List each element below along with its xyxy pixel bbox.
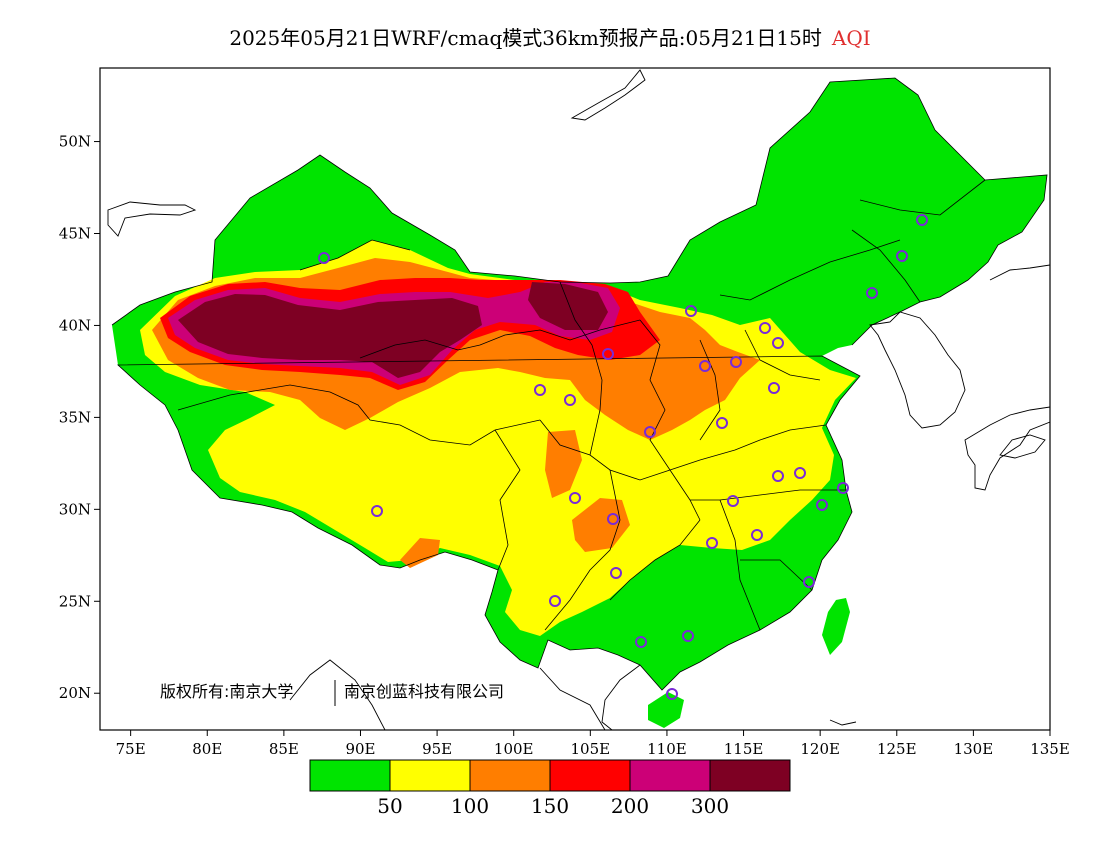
- station-marker: [866, 287, 878, 299]
- aqi-zone-hazardous-west: [178, 294, 482, 378]
- legend-swatch: [469, 759, 551, 792]
- lon-tick-label: 80E: [192, 740, 222, 758]
- station-marker: [685, 305, 697, 317]
- station-marker: [772, 337, 784, 349]
- lat-tick-label: 35N: [59, 408, 91, 426]
- station-marker: [916, 214, 928, 226]
- station-marker: [602, 348, 614, 360]
- station-marker: [759, 322, 771, 334]
- station-marker: [318, 252, 330, 264]
- station-marker: [816, 499, 828, 511]
- station-marker: [607, 513, 619, 525]
- lon-tick-label: 130E: [954, 740, 994, 758]
- title-main: 2025年05月21日WRF/cmaq模式36km预报产品:05月21日15时: [229, 26, 822, 50]
- copyright-company: 南京创蓝科技有限公司: [344, 682, 504, 701]
- station-marker: [569, 492, 581, 504]
- legend-swatch: [709, 759, 791, 792]
- aqi-zone-hainan: [648, 692, 684, 728]
- lon-tick-label: 120E: [800, 740, 840, 758]
- aqi-zone-usg-south: [400, 538, 440, 568]
- lat-tick-label: 45N: [59, 225, 91, 243]
- foreign-coastlines: [107, 69, 1050, 730]
- station-marker: [730, 356, 742, 368]
- station-marker: [772, 470, 784, 482]
- station-marker: [564, 394, 576, 406]
- legend-label: 50: [377, 794, 402, 818]
- station-marker: [610, 567, 622, 579]
- legend-label: 100: [451, 794, 489, 818]
- lon-tick-label: 75E: [116, 740, 146, 758]
- lon-tick-label: 135E: [1030, 740, 1070, 758]
- station-markers: [318, 214, 928, 700]
- station-marker: [727, 495, 739, 507]
- aqi-zone-usg-sichuan: [545, 430, 582, 498]
- lon-tick-label: 100E: [494, 740, 534, 758]
- station-marker: [716, 417, 728, 429]
- aqi-zone-usg-chongqing: [572, 498, 630, 552]
- legend-label: 200: [611, 794, 649, 818]
- station-marker: [699, 360, 711, 372]
- legend-swatch: [389, 759, 471, 792]
- title-variable: AQI: [831, 26, 871, 50]
- aqi-zone-hazardous-east: [528, 282, 608, 330]
- latitude-axis: 50N 45N 40N 35N 30N 25N 20N: [59, 133, 100, 702]
- aqi-legend: 50 100 150 200 300: [309, 759, 791, 818]
- station-marker: [682, 630, 694, 642]
- station-marker: [534, 384, 546, 396]
- station-marker: [666, 688, 678, 700]
- lat-tick-label: 40N: [59, 316, 91, 334]
- lat-tick-label: 50N: [59, 133, 91, 151]
- station-marker: [837, 482, 849, 494]
- province-borders: [111, 77, 1048, 691]
- copyright-owner: 版权所有:南京大学: [160, 682, 293, 701]
- station-marker: [371, 505, 383, 517]
- station-marker: [751, 529, 763, 541]
- legend-swatch: [629, 759, 711, 792]
- station-marker: [768, 382, 780, 394]
- lat-tick-label: 25N: [59, 592, 91, 610]
- lon-tick-label: 85E: [269, 740, 299, 758]
- lat-tick-label: 20N: [59, 684, 91, 702]
- map-title: 2025年05月21日WRF/cmaq模式36km预报产品:05月21日15时 A…: [0, 22, 1100, 51]
- lon-tick-label: 115E: [724, 740, 764, 758]
- station-marker: [896, 250, 908, 262]
- station-marker: [644, 426, 656, 438]
- aqi-zone-taiwan: [822, 598, 850, 655]
- lon-tick-label: 110E: [647, 740, 687, 758]
- station-marker: [794, 467, 806, 479]
- station-marker: [549, 595, 561, 607]
- lon-tick-label: 90E: [345, 740, 375, 758]
- legend-swatch: [549, 759, 631, 792]
- lon-tick-label: 105E: [571, 740, 611, 758]
- legend-label: 150: [531, 794, 569, 818]
- lon-tick-label: 95E: [422, 740, 452, 758]
- station-marker: [803, 576, 815, 588]
- lat-tick-label: 30N: [59, 500, 91, 518]
- map-frame: [99, 67, 1051, 731]
- longitude-axis: 75E 80E 85E 90E 95E 100E 105E 110E 115E 120E 125E 1…: [116, 730, 1070, 758]
- station-marker: [635, 636, 647, 648]
- lon-tick-label: 125E: [877, 740, 917, 758]
- legend-label: 300: [691, 794, 729, 818]
- legend-swatch: [309, 759, 391, 792]
- station-marker: [706, 537, 718, 549]
